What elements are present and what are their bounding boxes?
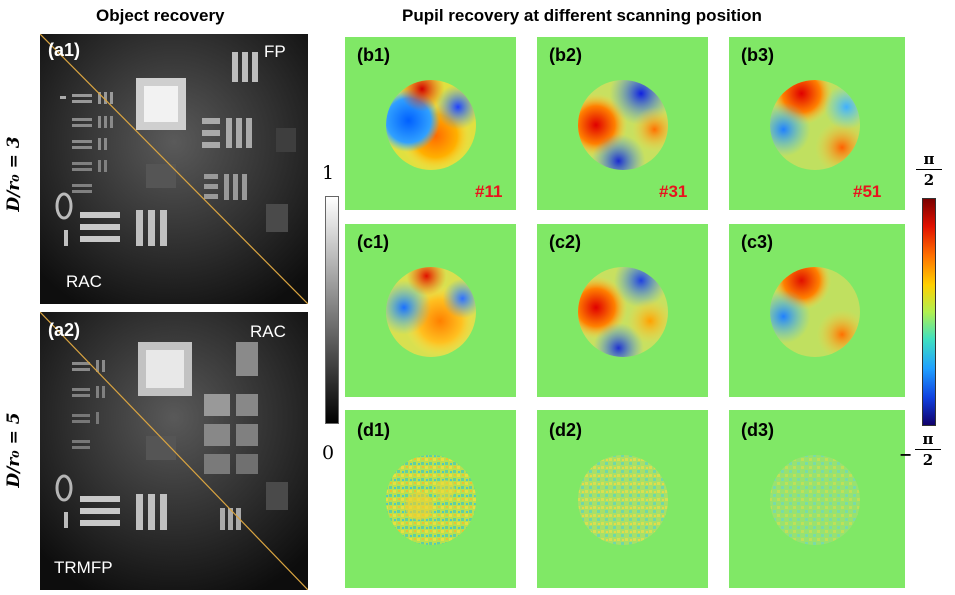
phase-min-sign: − bbox=[899, 445, 913, 464]
object-image-a2 bbox=[40, 312, 308, 590]
phase-max-numerator: π bbox=[923, 150, 935, 168]
pupil-panel-b3: (b3) #51 bbox=[729, 37, 905, 210]
method-label-trmfp: TRMFP bbox=[54, 558, 113, 577]
panel-label-c2: (c2) bbox=[549, 232, 582, 252]
pupil-residual-d3 bbox=[770, 455, 860, 545]
position-label-31: #31 bbox=[659, 182, 688, 201]
pupil-panel-c1: (c1) bbox=[345, 224, 516, 397]
row-label-dr3: D/r₀ = 3 bbox=[4, 136, 24, 212]
panel-label-b1: (b1) bbox=[357, 45, 390, 65]
pupil-panel-c3: (c3) bbox=[729, 224, 905, 397]
pupil-residual-d2 bbox=[578, 455, 668, 545]
panel-label-d3: (d3) bbox=[741, 420, 774, 440]
gray-colorbar bbox=[325, 196, 339, 424]
gray-colorbar-min: 0 bbox=[322, 442, 335, 464]
phase-max-denominator: 2 bbox=[923, 171, 935, 189]
pupil-phase-c2 bbox=[578, 267, 668, 357]
phase-colorbar-min: − π 2 bbox=[899, 430, 943, 480]
phase-colorbar bbox=[922, 198, 936, 426]
pupil-phase-c1 bbox=[386, 267, 476, 357]
panel-label-b3: (b3) bbox=[741, 45, 774, 65]
pupil-phase-b1 bbox=[386, 80, 476, 170]
pupil-panel-d2: (d2) bbox=[537, 410, 708, 588]
panel-label-b2: (b2) bbox=[549, 45, 582, 65]
object-image-a1 bbox=[40, 34, 308, 304]
panel-label-c3: (c3) bbox=[741, 232, 774, 252]
panel-label-a2: (a2) bbox=[48, 320, 81, 340]
panel-label-c1: (c1) bbox=[357, 232, 390, 252]
pupil-phase-b2 bbox=[578, 80, 668, 170]
position-label-11: #11 bbox=[475, 182, 503, 201]
panel-label-d2: (d2) bbox=[549, 420, 582, 440]
phase-colorbar-max: π 2 bbox=[916, 150, 942, 189]
method-label-rac-a1: RAC bbox=[66, 272, 102, 291]
phase-min-denominator: 2 bbox=[922, 451, 934, 469]
phase-min-numerator: π bbox=[922, 430, 934, 448]
object-panel-a2: (a2) RAC TRMFP bbox=[40, 312, 308, 590]
object-panel-a1: (a1) FP RAC bbox=[40, 34, 308, 304]
object-recovery-heading: Object recovery bbox=[96, 6, 225, 25]
method-label-rac-a2: RAC bbox=[250, 322, 286, 341]
panel-label-a1: (a1) bbox=[48, 40, 81, 60]
pupil-residual-d1 bbox=[386, 455, 476, 545]
method-label-fp: FP bbox=[264, 42, 286, 61]
pupil-panel-b2: (b2) #31 bbox=[537, 37, 708, 210]
gray-colorbar-max: 1 bbox=[322, 162, 335, 184]
pupil-panel-c2: (c2) bbox=[537, 224, 708, 397]
phase-min-fraction: π 2 bbox=[915, 430, 941, 469]
panel-label-d1: (d1) bbox=[357, 420, 390, 440]
position-label-51: #51 bbox=[853, 182, 882, 201]
row-label-dr5: D/r₀ = 5 bbox=[4, 412, 24, 488]
pupil-recovery-heading: Pupil recovery at different scanning pos… bbox=[402, 6, 762, 25]
pupil-panel-d1: (d1) bbox=[345, 410, 516, 588]
pupil-phase-b3 bbox=[770, 80, 860, 170]
pupil-panel-b1: (b1) #11 bbox=[345, 37, 516, 210]
pupil-panel-d3: (d3) bbox=[729, 410, 905, 588]
pupil-phase-c3 bbox=[770, 267, 860, 357]
